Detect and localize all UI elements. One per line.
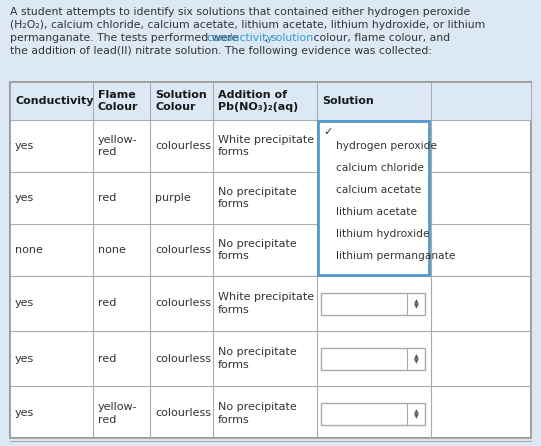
Text: hydrogen peroxide: hydrogen peroxide [336, 141, 437, 151]
Text: White precipitate
forms: White precipitate forms [218, 292, 314, 315]
Text: conductivity: conductivity [206, 33, 273, 43]
Text: Solution
Colour: Solution Colour [155, 90, 207, 112]
Text: yes: yes [15, 409, 34, 418]
Text: yellow-
red: yellow- red [98, 135, 137, 157]
Text: calcium acetate: calcium acetate [336, 185, 421, 195]
Text: Solution: Solution [322, 96, 374, 106]
Text: colourless: colourless [155, 298, 211, 309]
Text: colourless: colourless [155, 409, 211, 418]
Text: Addition of
Pb(NO₃)₂(aq): Addition of Pb(NO₃)₂(aq) [218, 90, 298, 112]
Text: ▼: ▼ [414, 359, 418, 364]
Text: No precipitate
forms: No precipitate forms [218, 347, 297, 370]
Bar [321, 402, 425, 425]
Text: permanganate. The tests performed were: permanganate. The tests performed were [10, 33, 242, 43]
Text: colourless: colourless [155, 141, 211, 151]
Text: lithium hydroxide: lithium hydroxide [336, 229, 430, 239]
Bar [321, 347, 425, 369]
Bar [321, 293, 425, 314]
Text: none: none [15, 245, 43, 255]
Text: No precipitate
forms: No precipitate forms [218, 239, 297, 261]
Bar [10, 82, 531, 438]
Text: ,: , [264, 33, 267, 43]
Text: ▲: ▲ [414, 299, 418, 304]
Text: lithium acetate: lithium acetate [336, 207, 417, 217]
Text: Flame
Colour: Flame Colour [98, 90, 138, 112]
Text: No precipitate
forms: No precipitate forms [218, 402, 297, 425]
Text: red: red [98, 298, 116, 309]
Text: none: none [98, 245, 126, 255]
Text: A student attempts to identify six solutions that contained either hydrogen pero: A student attempts to identify six solut… [10, 7, 470, 17]
Text: red: red [98, 193, 116, 203]
Text: White precipitate
forms: White precipitate forms [218, 135, 314, 157]
Text: No precipitate
forms: No precipitate forms [218, 187, 297, 209]
Text: yes: yes [15, 193, 34, 203]
Text: ▲: ▲ [414, 354, 418, 359]
Text: colourless: colourless [155, 354, 211, 363]
Bar [318, 121, 429, 275]
Text: solution: solution [270, 33, 313, 43]
Text: the addition of lead(II) nitrate solution. The following evidence was collected:: the addition of lead(II) nitrate solutio… [10, 46, 432, 56]
Text: purple: purple [155, 193, 191, 203]
Text: (H₂O₂), calcium chloride, calcium acetate, lithium acetate, lithium hydroxide, o: (H₂O₂), calcium chloride, calcium acetat… [10, 20, 485, 30]
Text: calcium chloride: calcium chloride [336, 163, 424, 173]
Text: Conductivity: Conductivity [15, 96, 94, 106]
Text: colour, flame colour, and: colour, flame colour, and [310, 33, 450, 43]
Text: red: red [98, 354, 116, 363]
Text: yes: yes [15, 298, 34, 309]
Text: ✓: ✓ [323, 127, 332, 137]
Text: ▼: ▼ [414, 305, 418, 310]
Text: colourless: colourless [155, 245, 211, 255]
Text: ▲: ▲ [414, 409, 418, 414]
Text: yes: yes [15, 141, 34, 151]
Text: yellow-
red: yellow- red [98, 402, 137, 425]
Text: ▼: ▼ [414, 414, 418, 420]
Bar [10, 82, 531, 120]
Text: lithium permanganate: lithium permanganate [336, 251, 456, 261]
Text: yes: yes [15, 354, 34, 363]
